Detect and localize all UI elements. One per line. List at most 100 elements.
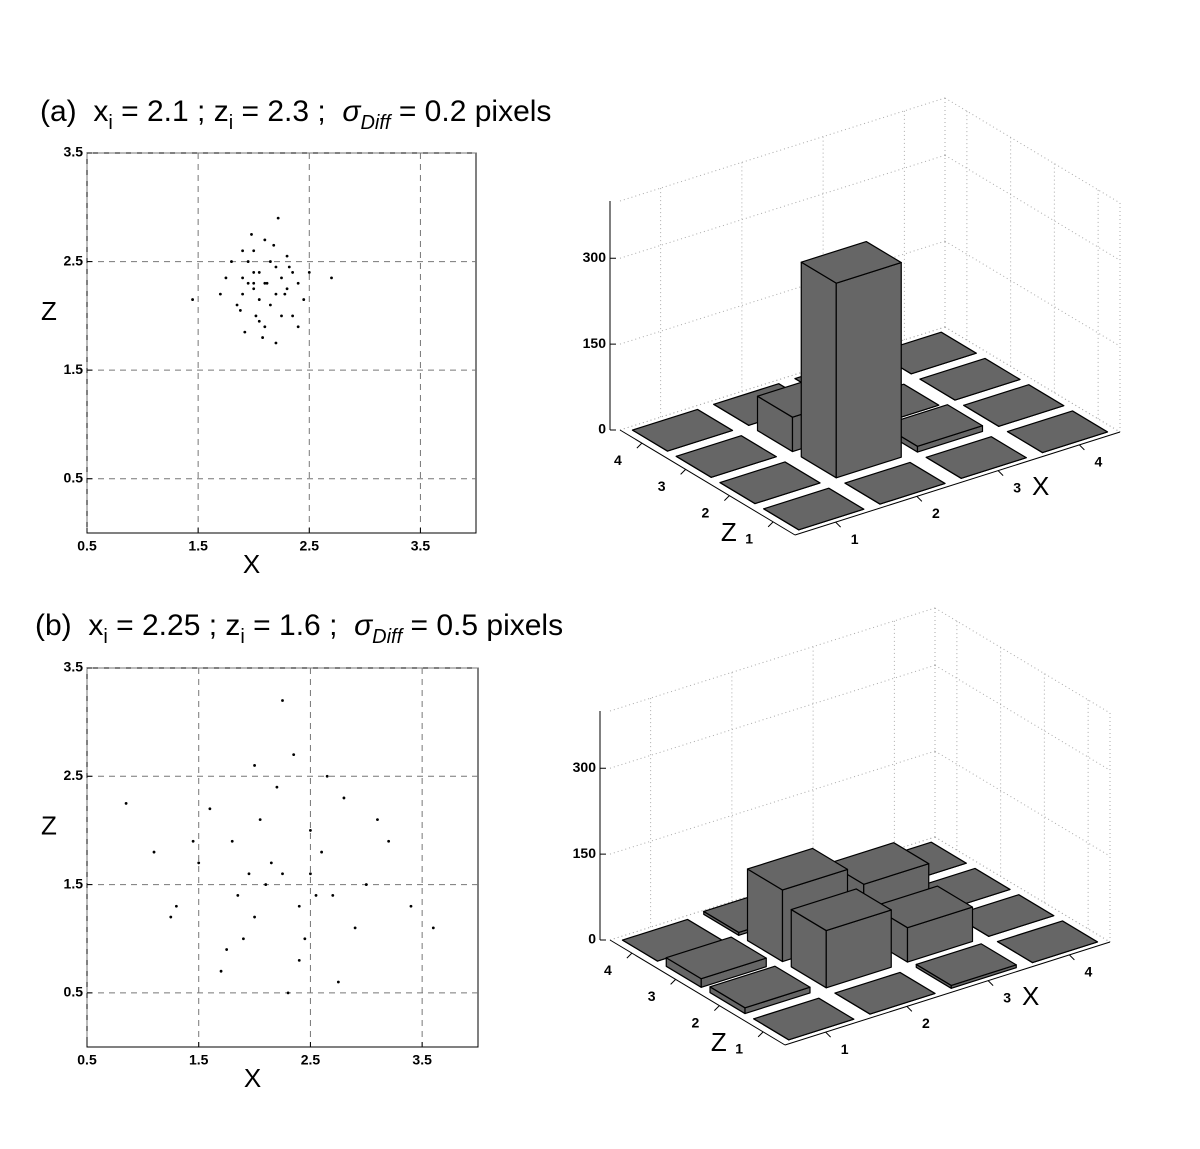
y-tick-label: 0.5 (64, 469, 84, 485)
x-tick-label: 2.5 (300, 538, 320, 554)
scatter-point (243, 330, 247, 334)
panel-title: (b) xi = 2.25 ; zi = 1.6 ; σDiff = 0.5 p… (35, 609, 563, 648)
scatter-point (285, 287, 289, 291)
scatter-point (387, 839, 391, 843)
title-part: σ (354, 609, 374, 642)
tick-mark (757, 1031, 764, 1038)
scatter-point (275, 785, 279, 789)
y-axis-label: Z (41, 296, 57, 326)
y-axis-label: Z (721, 517, 737, 547)
title-part: = 1.6 ; (245, 609, 354, 642)
bar-face (963, 384, 1065, 427)
bar-face (719, 461, 821, 505)
bar-face (835, 261, 902, 479)
bar-face (844, 461, 946, 505)
scatter-point (287, 265, 291, 269)
tick-mark (1079, 444, 1085, 451)
grid-line (944, 154, 1121, 261)
scatter-point (230, 839, 234, 843)
scatter-point (124, 801, 128, 805)
scatter-point (246, 260, 250, 263)
plot-area (86, 152, 477, 534)
x-tick-label: 1.5 (188, 538, 208, 554)
x-tick-label: 4 (1084, 964, 1092, 980)
x-tick-label: 3 (1013, 479, 1021, 495)
scatter-point (252, 271, 256, 274)
scatter-point (241, 292, 245, 296)
scatter-point (258, 818, 262, 821)
bar-face (675, 435, 777, 478)
scatter-point (303, 937, 307, 941)
x-tick-label: 3.5 (412, 1052, 432, 1068)
tick-mark (724, 495, 730, 501)
tick-mark (680, 469, 686, 475)
scatter-point (197, 861, 201, 865)
title-part: Diff (372, 626, 404, 648)
y-tick-label: 1 (745, 531, 753, 547)
scatter-point (314, 894, 318, 897)
bar-face (790, 888, 892, 932)
z-tick-label: 150 (573, 845, 597, 861)
title-part: i (103, 626, 107, 648)
scatter-point (285, 254, 289, 258)
x-tick-label: 1 (851, 531, 859, 547)
bar-face (915, 943, 1017, 987)
y-tick-label: 3.5 (64, 659, 84, 675)
tick-mark (670, 979, 676, 985)
bar-face (925, 436, 1027, 479)
bar-face (800, 240, 902, 284)
scatter-point (280, 276, 283, 280)
x-axis-label: X (1032, 471, 1049, 501)
scatter-point (431, 926, 435, 930)
y-axis-line (609, 939, 786, 1046)
scatter-point (325, 774, 329, 778)
bar-face (709, 965, 811, 1009)
tick-mark (987, 980, 994, 986)
z-tick-label: 0 (588, 931, 596, 947)
y-axis-line (619, 429, 796, 536)
x-axis-label: X (243, 549, 260, 579)
y-tick-label: 3 (658, 478, 666, 494)
scatter-point (257, 298, 261, 301)
scatter-point (252, 287, 256, 291)
scatter-point (409, 904, 413, 908)
scatter-point (241, 276, 245, 280)
scatter-point (291, 271, 295, 274)
scatter-point (263, 238, 267, 242)
x-tick-label: 2.5 (301, 1052, 321, 1068)
wall-edge (609, 607, 936, 712)
wall-edge (619, 97, 946, 202)
scatter-point (272, 243, 276, 247)
scatter-point (152, 850, 156, 854)
x-tick-label: 4 (1094, 454, 1102, 470)
plot-area (86, 667, 479, 1048)
x-axis-label: X (244, 1063, 261, 1093)
y-tick-label: 1 (735, 1041, 743, 1057)
x-axis-line (784, 941, 1111, 1046)
title-part: = 2.3 ; (233, 95, 342, 128)
scatter-point (281, 872, 284, 876)
y-tick-label: 4 (604, 962, 612, 978)
scatter-point (257, 271, 261, 274)
bar-face (919, 357, 1021, 401)
scatter-point (309, 872, 312, 876)
x-tick-label: 0.5 (77, 538, 97, 554)
scatter-point (292, 753, 296, 757)
scatter-point (191, 839, 195, 843)
scatter-point (225, 948, 229, 951)
scatter-point (263, 325, 267, 329)
scatter-point (320, 850, 323, 854)
x-tick-label: 3 (1003, 989, 1011, 1005)
x-tick-label: 3.5 (411, 538, 431, 554)
title-part: (b) x (35, 609, 103, 642)
scatter-point (230, 260, 233, 263)
scatter-point (283, 292, 287, 296)
scatter-point (296, 325, 300, 329)
scatter-point (330, 276, 333, 280)
scatter-point (302, 298, 306, 301)
scatter-point (297, 904, 301, 908)
z-tick-label: 0 (598, 421, 606, 437)
title-part: (a) x (40, 95, 108, 128)
y-tick-label: 1.5 (64, 361, 84, 377)
bar-face (1006, 410, 1109, 454)
